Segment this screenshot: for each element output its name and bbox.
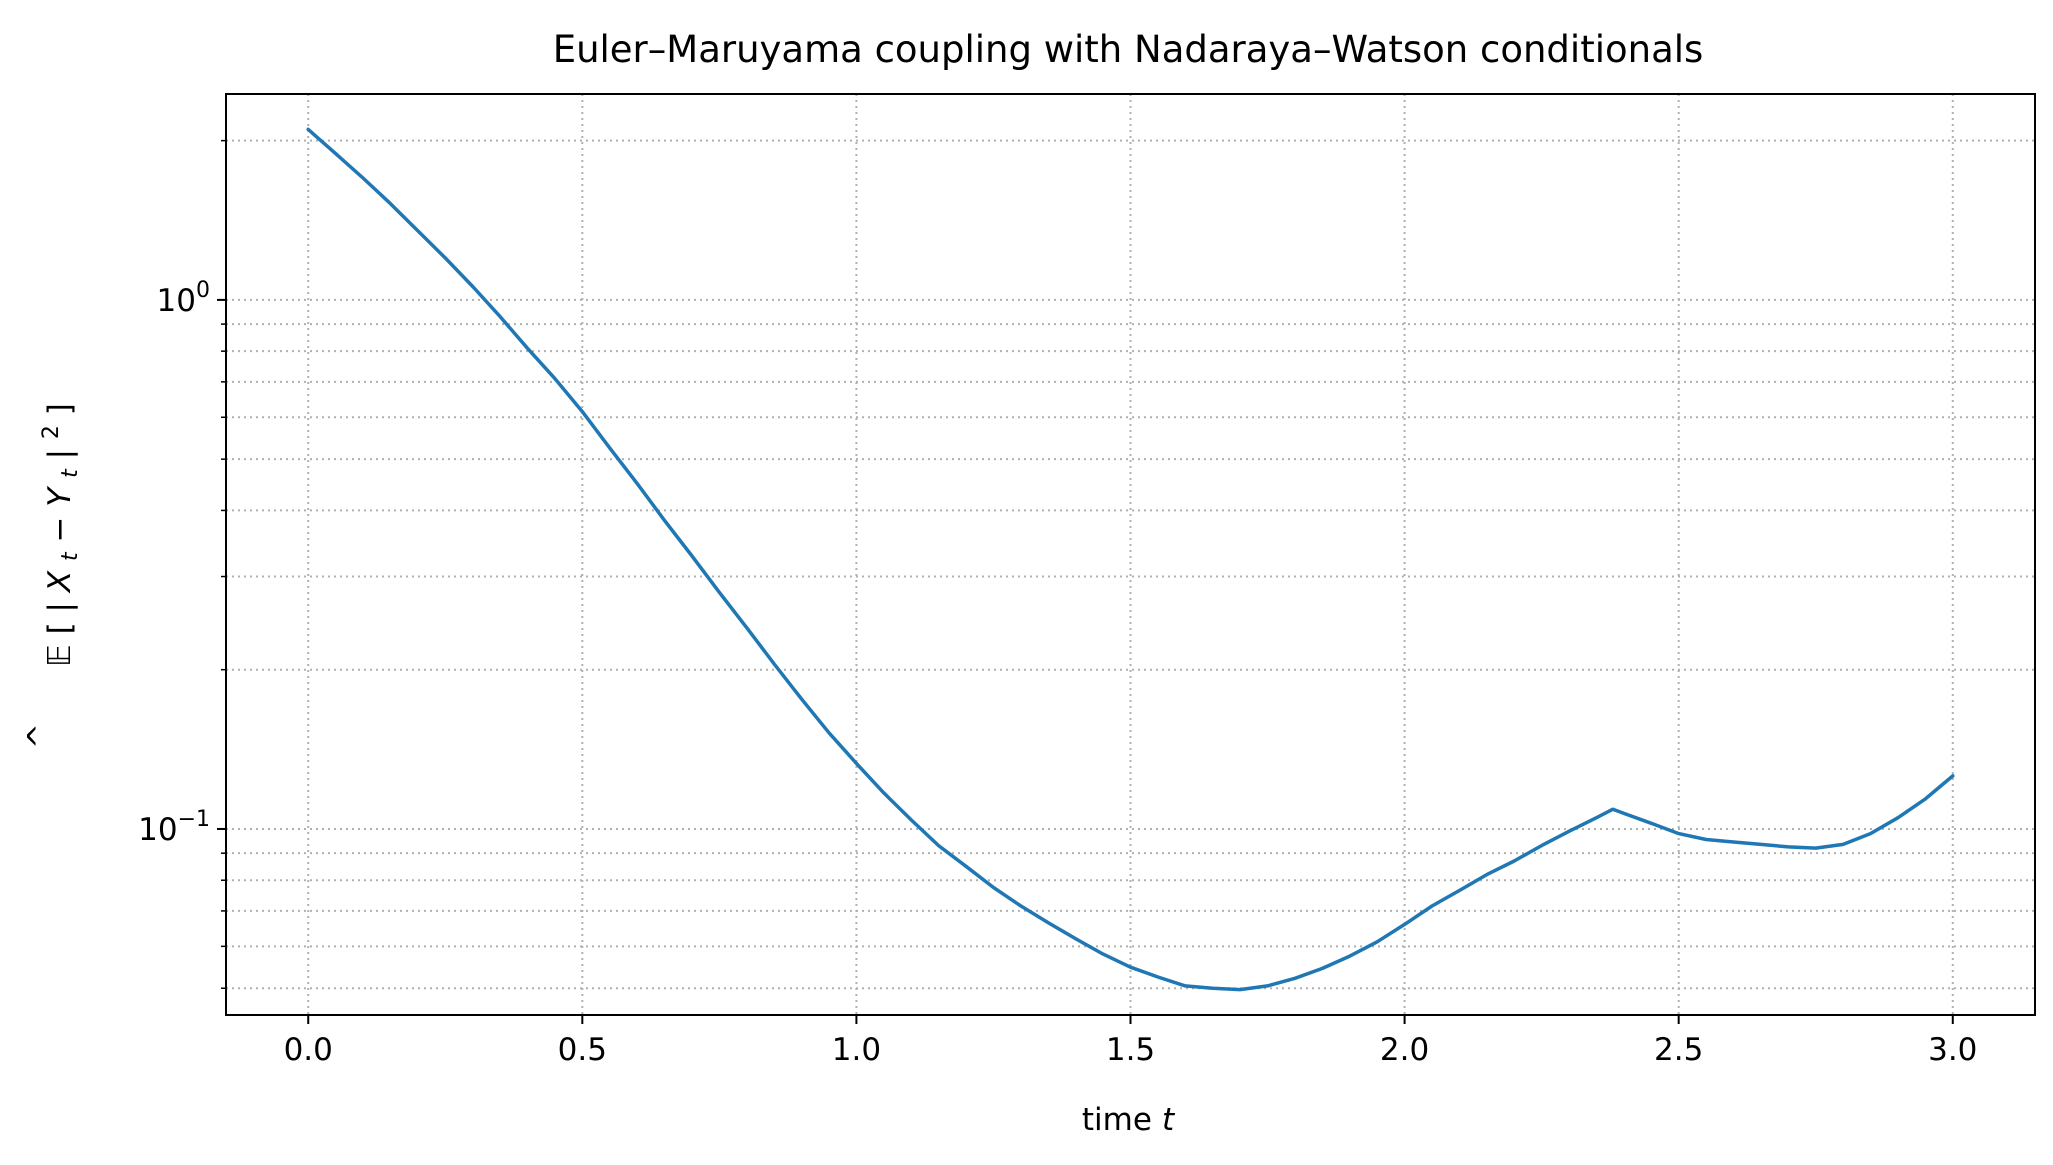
svg-text:𝔼 [ | X t: 𝔼 [ | X t − Y t | 2 ] bbox=[30, 403, 85, 667]
y-label-hat: ^ bbox=[22, 723, 58, 749]
y-label-x-sub: t bbox=[58, 551, 83, 561]
x-tick-label: 2.0 bbox=[1380, 1032, 1429, 1068]
y-label-y-sub: t bbox=[58, 468, 83, 478]
x-tick-label: 3.0 bbox=[1928, 1032, 1977, 1068]
x-axis-label: time t bbox=[1082, 1102, 1176, 1138]
y-label-close: ] bbox=[42, 403, 78, 415]
y-label-open: [ | bbox=[42, 602, 78, 634]
grid bbox=[226, 94, 2035, 1015]
y-tick-exponent: 0 bbox=[196, 278, 210, 303]
series-layer bbox=[306, 127, 1955, 992]
y-label-sup: 2 bbox=[39, 425, 64, 439]
y-label-x: X bbox=[42, 570, 78, 594]
x-tick-label: 2.5 bbox=[1654, 1032, 1703, 1068]
x-tick-label: 1.5 bbox=[1106, 1032, 1155, 1068]
x-tick-label: 0.0 bbox=[284, 1032, 333, 1068]
series-line bbox=[306, 127, 1955, 992]
x-tick-label: 0.5 bbox=[558, 1032, 607, 1068]
x-axis-label-text: time bbox=[1082, 1102, 1152, 1138]
y-label-bar: | bbox=[42, 449, 78, 459]
y-label-expectation: 𝔼 bbox=[42, 644, 78, 667]
chart-title: Euler–Maruyama coupling with Nadaraya–Wa… bbox=[553, 28, 1704, 71]
x-tick-label: 1.0 bbox=[832, 1032, 881, 1068]
y-label-minus: − bbox=[42, 507, 78, 543]
y-tick-exponent: −1 bbox=[178, 807, 210, 832]
y-tick-label: 100 bbox=[157, 278, 210, 319]
x-axis-label-var: t bbox=[1162, 1102, 1176, 1138]
y-label-y: Y bbox=[42, 486, 78, 507]
y-axis-label: 𝔼 [ | X t − Y t | 2 ] ^ bbox=[22, 403, 85, 749]
